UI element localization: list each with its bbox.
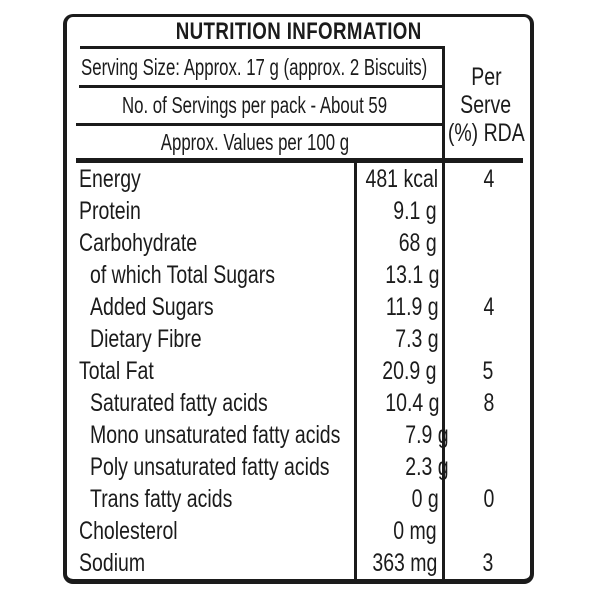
nutrient-name: Added Sugars	[90, 292, 214, 321]
nutrient-rows: Energy 481 kcal 4 Protein 9.1 g Carbohyd…	[67, 163, 530, 580]
nutrient-rda: 8	[483, 389, 495, 418]
nutrient-rda: 3	[482, 549, 494, 578]
nutrient-value: 2.3 g	[405, 453, 449, 482]
nutrient-name: Carbohydrate	[79, 228, 198, 257]
table-row: Poly unsaturated fatty acids 2.3 g	[67, 452, 530, 484]
table-row: Protein 9.1 g	[67, 195, 530, 227]
nutrient-value: 20.9 g	[382, 357, 437, 385]
serving-size-text: Serving Size: Approx. 17 g (approx. 2 Bi…	[81, 53, 428, 80]
table-row: Cholesterol 0 mg	[67, 516, 530, 548]
table-row: Carbohydrate 68 g	[67, 227, 530, 259]
nutrient-value: 11.9 g	[386, 292, 440, 321]
table-row: Sodium 363 mg 3	[67, 548, 530, 580]
nutrient-value: 13.1 g	[384, 260, 440, 289]
divider-under-servings-per-pack	[76, 123, 442, 126]
divider-under-title	[80, 46, 442, 49]
nutrient-name: Protein	[79, 196, 141, 225]
servings-per-pack-row: No. of Servings per pack - About 59	[67, 88, 442, 123]
per-serve-line-1: Per	[470, 62, 502, 91]
nutrient-name: Mono unsaturated fatty acids	[90, 421, 341, 450]
rda-column-divider	[442, 46, 445, 581]
nutrient-name: of which Total Sugars	[90, 260, 275, 289]
nutrient-name: Dietary Fibre	[90, 324, 202, 353]
nutrient-rda: 0	[483, 485, 495, 514]
table-row: Mono unsaturated fatty acids 7.9 g	[67, 420, 530, 452]
per-serve-line-3: (%) RDA	[447, 118, 525, 147]
table-row: Trans fatty acids 0 g 0	[67, 484, 530, 516]
values-basis-text: Approx. Values per 100 g	[160, 128, 349, 155]
value-column-divider	[354, 158, 357, 581]
nutrient-name: Sodium	[79, 549, 146, 578]
nutrient-name: Trans fatty acids	[90, 485, 233, 514]
nutrient-name: Poly unsaturated fatty acids	[90, 453, 330, 482]
divider-under-serving-size	[79, 85, 442, 88]
table-row: Energy 481 kcal 4	[67, 163, 530, 195]
table-row: Saturated fatty acids 10.4 g 8	[67, 388, 530, 420]
table-row: of which Total Sugars 13.1 g	[67, 259, 530, 291]
nutrient-value: 7.9 g	[405, 421, 449, 450]
nutrient-name: Cholesterol	[79, 517, 178, 546]
values-basis-row: Approx. Values per 100 g	[67, 126, 442, 158]
nutrient-value: 9.1 g	[393, 196, 437, 225]
servings-per-pack-text: No. of Servings per pack - About 59	[121, 92, 388, 118]
nutrient-value: 7.3 g	[395, 324, 440, 353]
header-body-separator	[76, 158, 523, 163]
nutrient-name: Saturated fatty acids	[90, 389, 268, 418]
nutrient-value: 0 g	[411, 485, 440, 514]
table-row: Added Sugars 11.9 g 4	[67, 291, 530, 323]
nutrient-name: Energy	[79, 164, 141, 193]
serving-size-row: Serving Size: Approx. 17 g (approx. 2 Bi…	[67, 49, 442, 85]
per-serve-line-2: Serve	[460, 90, 512, 119]
nutrient-rda: 4	[483, 292, 495, 321]
table-row: Dietary Fibre 7.3 g	[67, 323, 530, 355]
nutrient-rda: 4	[483, 164, 494, 193]
table-title-row: NUTRITION INFORMATION	[67, 17, 530, 47]
table-title: NUTRITION INFORMATION	[175, 18, 422, 45]
nutrient-value: 363 mg	[371, 549, 437, 578]
nutrient-value: 68 g	[399, 228, 437, 257]
table-row: Total Fat 20.9 g 5	[67, 355, 530, 387]
nutrition-information-table: NUTRITION INFORMATION Serving Size: Appr…	[63, 14, 534, 584]
nutrient-value: 481 kcal	[365, 164, 438, 193]
nutrient-name: Total Fat	[79, 357, 154, 385]
per-serve-rda-header: Per Serve (%) RDA	[442, 46, 530, 163]
nutrient-value: 0 mg	[393, 517, 437, 546]
nutrient-value: 10.4 g	[384, 389, 440, 418]
nutrient-rda: 5	[482, 357, 494, 385]
